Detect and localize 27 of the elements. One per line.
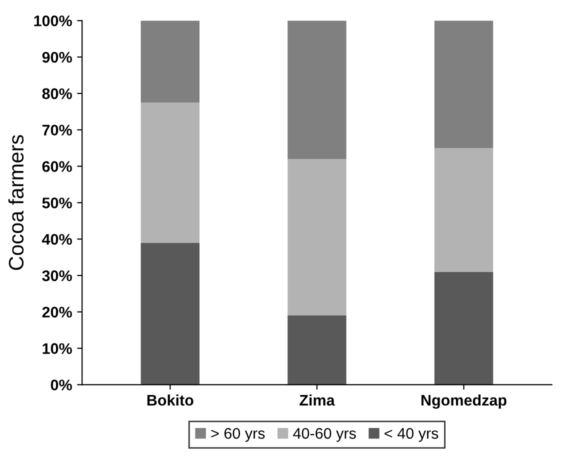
bar: [434, 148, 494, 272]
y-tick-label: 50%: [42, 198, 72, 208]
legend-label: < 40 yrs: [384, 428, 438, 442]
x-tick-label: Bokito: [147, 394, 194, 406]
bar: [434, 20, 494, 148]
y-tick-label: 70%: [42, 124, 72, 136]
y-tick-label: 80%: [42, 88, 72, 100]
legend-label: 40-60 yrs: [293, 428, 356, 442]
bar: [140, 20, 200, 103]
y-tick-label: 20%: [42, 306, 72, 318]
y-tick-label: 40%: [42, 234, 72, 245]
y-axis-title: Cocoa farmers: [8, 135, 24, 270]
bar: [288, 158, 346, 316]
x-tick-label: Zima: [300, 394, 335, 406]
y-tick-label: 0%: [50, 380, 72, 390]
y-tick-label: 10%: [42, 343, 72, 354]
bar: [434, 272, 494, 385]
x-tick-label: Ngomedzap: [422, 394, 506, 409]
bar: [140, 242, 200, 385]
bar: [288, 316, 346, 385]
y-tick-label: 90%: [42, 52, 72, 63]
bar: [288, 20, 346, 159]
y-tick-label: 100%: [34, 15, 72, 26]
legend-label: > 60 yrs: [211, 428, 265, 442]
bar: [140, 102, 200, 243]
y-tick-label: 30%: [42, 270, 72, 282]
y-tick-label: 60%: [42, 161, 72, 172]
